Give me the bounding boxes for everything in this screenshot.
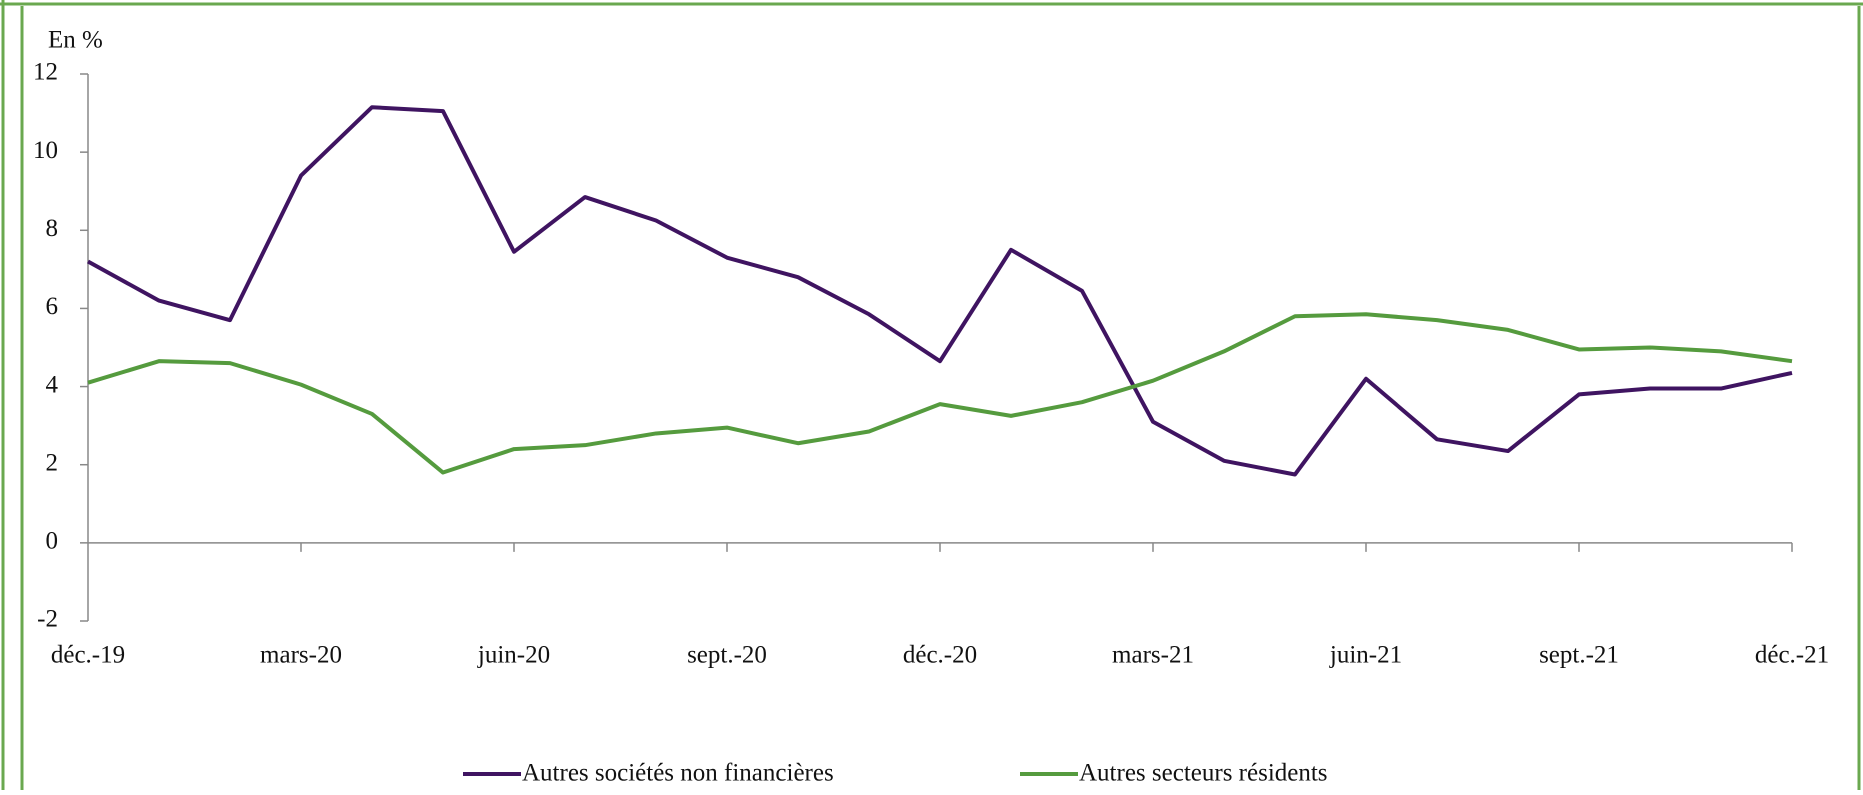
series-line xyxy=(87,105,1793,477)
y-tick-label: 8 xyxy=(46,215,59,242)
y-tick-label: 10 xyxy=(33,137,58,164)
legend-label: Autres sociétés non financières xyxy=(522,760,834,787)
x-tick-label: déc.-20 xyxy=(903,642,977,669)
x-tick-label: mars-20 xyxy=(260,642,342,669)
y-tick-label: 2 xyxy=(46,449,59,476)
x-tick-label: déc.-21 xyxy=(1755,642,1829,669)
x-tick-label: juin-21 xyxy=(1329,642,1402,669)
y-tick-label: 0 xyxy=(46,528,59,555)
y-axis-label: En % xyxy=(48,27,103,54)
x-tick-label: sept.-20 xyxy=(687,642,767,669)
y-tick-label: -2 xyxy=(37,606,58,633)
y-tick-label: 4 xyxy=(46,371,59,398)
x-tick-label: déc.-19 xyxy=(51,642,125,669)
series-line xyxy=(87,312,1793,475)
x-tick-label: mars-21 xyxy=(1112,642,1194,669)
y-tick-label: 12 xyxy=(33,59,58,86)
x-tick-label: sept.-21 xyxy=(1539,642,1619,669)
x-tick-label: juin-20 xyxy=(477,642,550,669)
y-tick-label: 6 xyxy=(46,293,59,320)
legend-label: Autres secteurs résidents xyxy=(1079,760,1328,787)
